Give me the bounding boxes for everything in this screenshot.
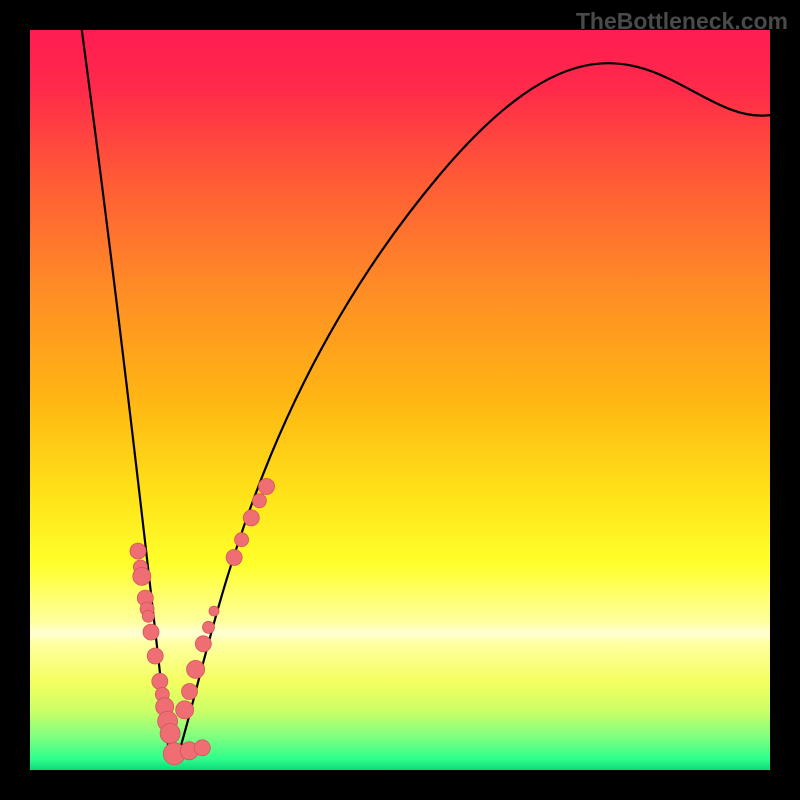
curve-marker xyxy=(235,533,249,547)
curve-marker xyxy=(182,684,198,700)
chart-plot-area xyxy=(30,30,770,770)
curve-marker xyxy=(143,624,159,640)
curve-marker xyxy=(147,648,163,664)
gradient-background xyxy=(30,30,770,770)
curve-marker xyxy=(203,621,215,633)
curve-marker xyxy=(209,606,219,616)
curve-marker xyxy=(176,701,194,719)
curve-marker xyxy=(133,567,151,585)
curve-marker xyxy=(243,510,259,526)
curve-marker xyxy=(259,479,275,495)
bottleneck-curve-chart xyxy=(30,30,770,770)
watermark-text: TheBottleneck.com xyxy=(576,8,788,35)
curve-marker xyxy=(226,550,242,566)
curve-marker xyxy=(194,740,210,756)
curve-marker xyxy=(130,543,146,559)
curve-marker xyxy=(152,673,168,689)
curve-marker xyxy=(187,660,205,678)
curve-marker xyxy=(142,610,154,622)
chart-frame: TheBottleneck.com xyxy=(0,0,800,800)
curve-marker xyxy=(252,494,266,508)
curve-marker xyxy=(195,636,211,652)
curve-marker xyxy=(160,724,180,744)
